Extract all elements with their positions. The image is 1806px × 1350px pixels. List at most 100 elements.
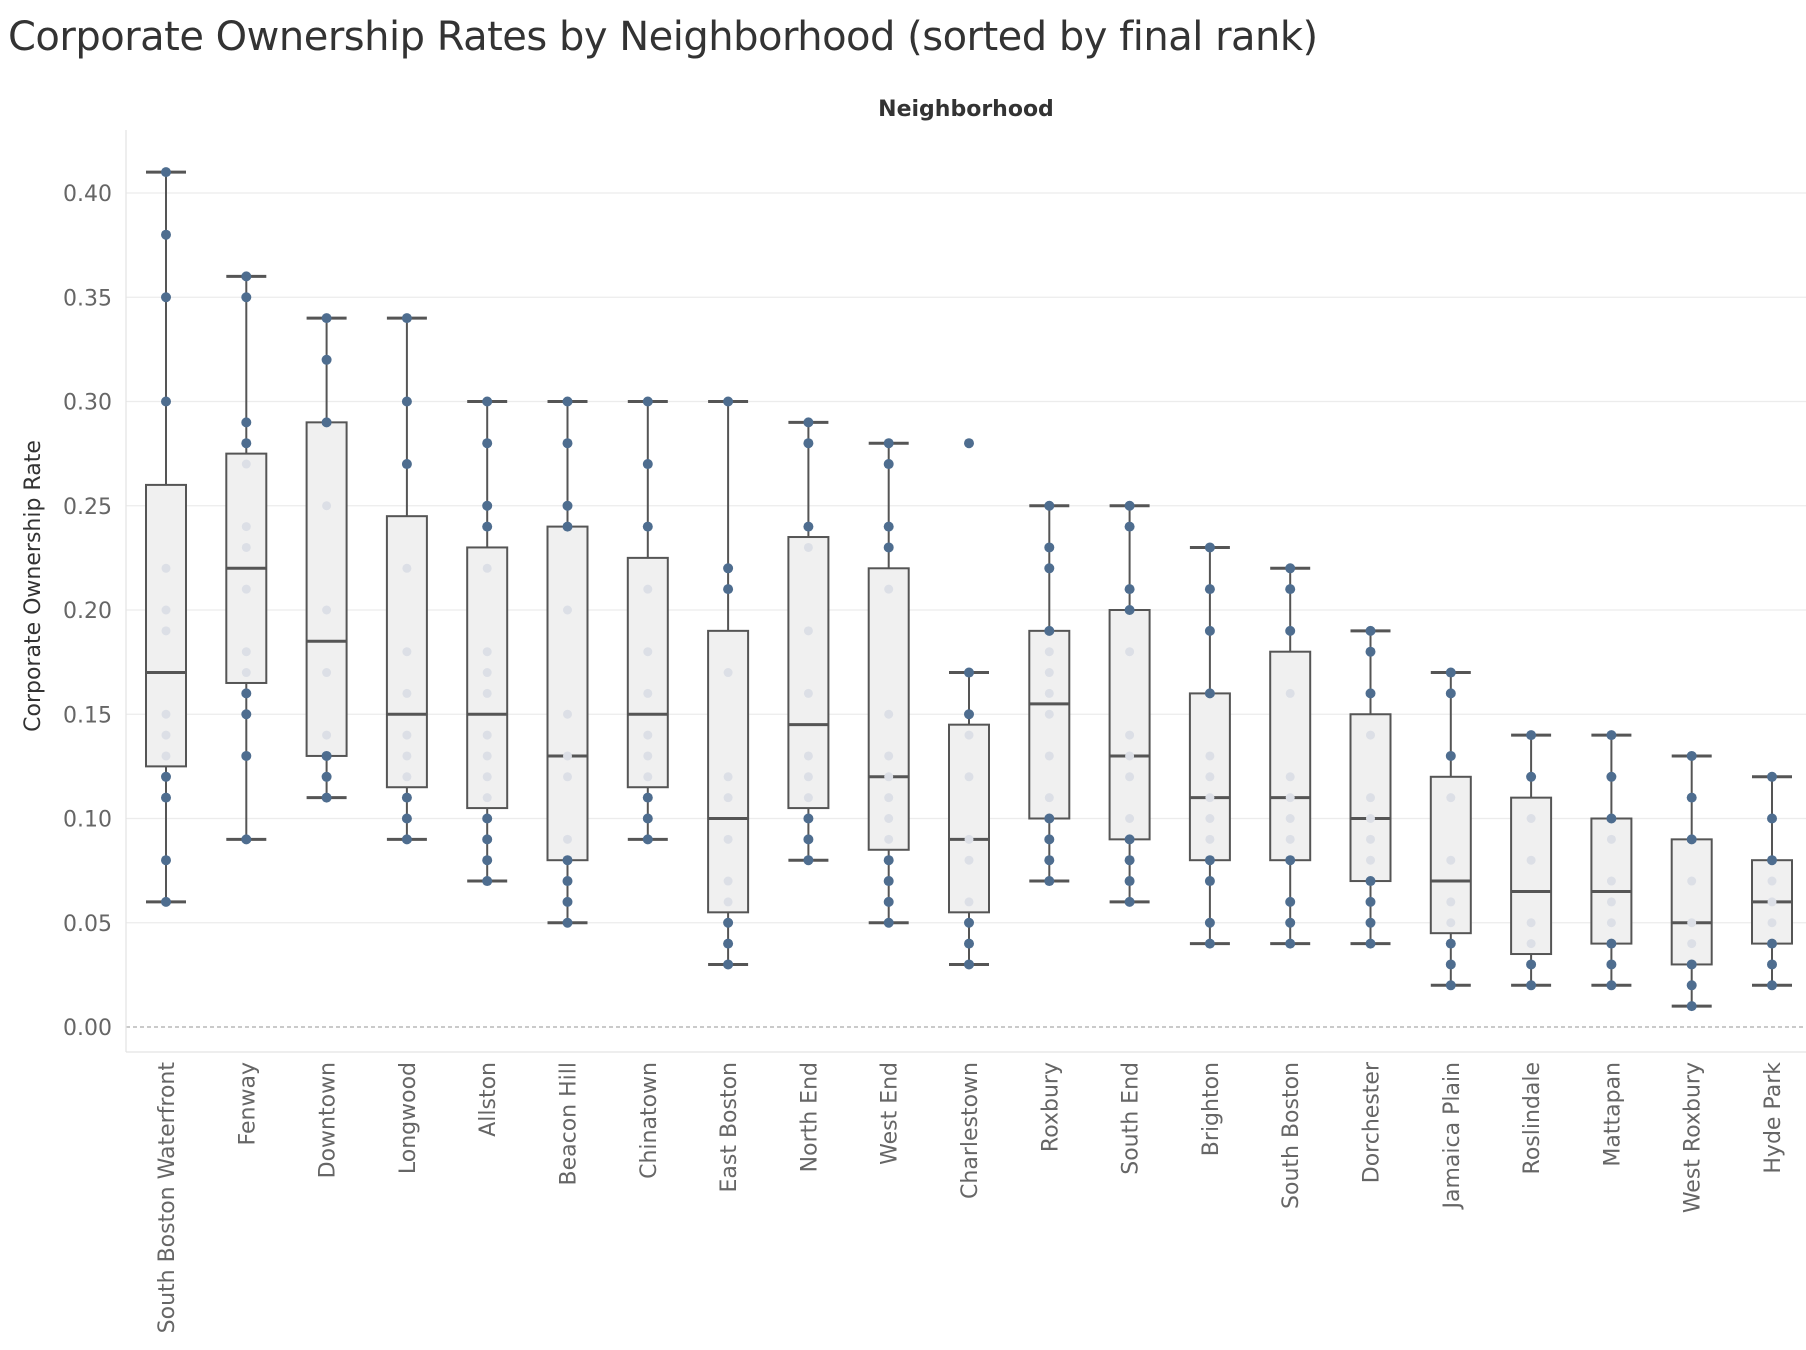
data-point [1044,813,1055,824]
data-point [642,459,653,470]
data-point [1445,667,1456,678]
data-point [1124,834,1135,845]
data-point [1767,980,1777,991]
data-point [803,521,814,532]
data-point [161,292,171,303]
data-point [562,438,573,449]
data-point [643,730,653,740]
data-point [1125,647,1135,657]
data-point [964,834,974,844]
data-point [964,897,974,907]
box-iqr [1028,629,1071,820]
data-point [1767,855,1777,866]
data-point [1686,959,1697,970]
data-point [482,396,493,407]
data-point [402,751,412,761]
data-point [1446,793,1456,803]
data-point [482,772,492,782]
data-point [1446,918,1456,928]
box-iqr [466,546,509,810]
data-point [1205,834,1215,844]
data-point [1445,750,1456,761]
box-iqr [305,421,348,757]
data-point [321,313,332,324]
box-iqr [1108,609,1151,841]
data-point [1205,751,1215,761]
data-point [161,563,171,573]
x-tick-label: Brighton [1199,1062,1224,1156]
data-point [643,772,653,782]
data-point [321,750,332,761]
data-point [803,688,813,698]
x-tick-label: East Boston [717,1062,742,1193]
data-point [1204,917,1215,928]
data-point [401,834,412,845]
data-point [1526,855,1536,865]
data-point [562,521,573,532]
y-tick-label: 0.05 [63,912,112,937]
y-tick-label: 0.10 [63,808,112,833]
data-point [642,792,653,803]
x-tick-label: West Roxbury [1681,1062,1706,1213]
data-point [482,688,492,698]
data-point [562,855,573,866]
data-point [563,751,572,761]
data-point [1044,500,1055,511]
data-point [321,354,332,365]
data-point [401,313,412,324]
data-point [1526,959,1537,970]
data-point [1366,814,1375,823]
data-point [723,396,734,407]
x-tick-label: North End [797,1062,822,1172]
data-point [482,834,493,845]
x-tick-label: Longwood [396,1062,421,1174]
data-point [803,626,813,636]
box-iqr [1269,650,1312,862]
data-point [1365,938,1376,949]
data-point [161,730,171,740]
data-point [1205,814,1215,823]
data-point [1606,918,1616,928]
data-point [562,917,573,928]
data-point [884,814,894,823]
data-point [1445,959,1456,970]
data-point [241,709,252,720]
data-point [884,584,894,594]
data-point [402,772,412,782]
data-point [964,772,974,782]
data-point [1204,688,1215,699]
data-point [241,688,252,699]
data-point [1044,563,1055,574]
data-point [883,542,894,553]
data-point [562,396,573,407]
data-point [161,751,171,761]
box-iqr [1510,796,1553,956]
data-point [1686,1001,1697,1012]
data-point [161,771,171,782]
data-point [1526,939,1536,949]
data-point [1124,584,1135,595]
data-point [161,626,171,636]
data-point [1767,897,1777,907]
box-iqr [546,525,589,862]
data-point [1767,938,1777,949]
data-point [884,751,894,761]
data-point [1285,834,1295,844]
data-point [1445,938,1456,949]
data-point [1125,772,1135,782]
box-iqr [867,567,910,851]
data-point [883,459,894,470]
data-point [803,542,813,552]
data-point [1606,730,1617,741]
data-point [482,647,492,657]
data-point [482,438,493,449]
data-point [322,730,332,740]
data-point [1285,855,1296,866]
data-point [1365,646,1376,657]
data-point [482,876,493,887]
data-point [803,417,814,428]
data-point [723,584,734,595]
data-point [1124,876,1135,887]
data-point [1687,939,1697,949]
data-point [401,396,412,407]
